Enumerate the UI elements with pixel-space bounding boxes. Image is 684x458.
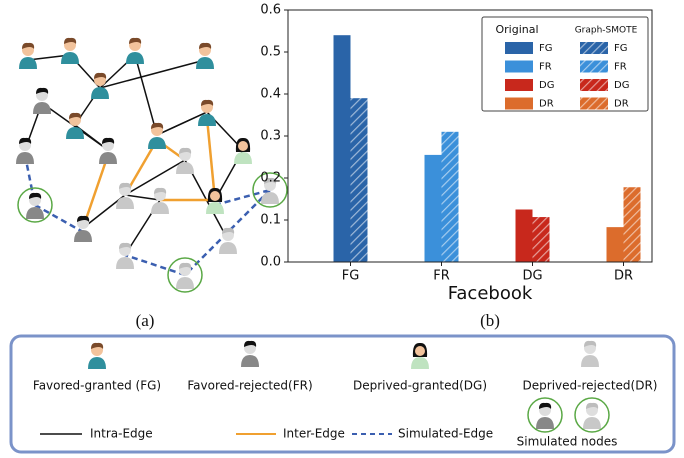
legend-label: DR xyxy=(539,99,554,110)
x-tick-label: FR xyxy=(433,269,450,284)
panel-label: (b) xyxy=(480,311,500,330)
y-tick-label: 0.4 xyxy=(260,87,281,102)
bar xyxy=(624,187,641,262)
legend-label: FG xyxy=(614,43,628,54)
x-tick-label: DG xyxy=(522,269,542,284)
panel-label: (a) xyxy=(136,311,155,330)
legend-text: Simulated-Edge xyxy=(398,427,493,441)
bar xyxy=(533,217,550,262)
y-tick-label: 0.3 xyxy=(260,129,281,144)
legend-swatch xyxy=(580,98,608,110)
legend-label: DG xyxy=(614,80,629,91)
y-tick-label: 0.2 xyxy=(260,171,281,186)
legend-text: Inter-Edge xyxy=(283,427,345,441)
legend-label: FR xyxy=(539,62,552,73)
legend-text: Deprived-rejected(DR) xyxy=(523,379,658,393)
page: (a) (b) 0.0 0.1 0.2 0.3 0.4 0.5 0.6 FG FR DG DR Ori… xyxy=(0,0,684,458)
legend-box: Favored-granted (FG) Favored-rejected(FR… xyxy=(11,336,674,452)
legend-text: Deprived-granted(DG) xyxy=(353,379,487,393)
legend-label: FR xyxy=(614,62,627,73)
legend-text: Favored-granted (FG) xyxy=(33,379,161,393)
legend-text: Intra-Edge xyxy=(90,427,153,441)
legend-swatch xyxy=(580,42,608,54)
bar xyxy=(607,227,624,262)
nodes xyxy=(16,38,287,292)
network xyxy=(16,38,287,292)
legend-swatch xyxy=(505,61,533,73)
bar xyxy=(425,155,442,262)
legend-swatch xyxy=(580,61,608,73)
x-tick-label: DR xyxy=(614,269,633,284)
legend-text: Favored-rejected(FR) xyxy=(187,379,312,393)
y-tick-label: 0.1 xyxy=(260,213,281,228)
legend-label: DG xyxy=(539,80,554,91)
figure: (a) (b) 0.0 0.1 0.2 0.3 0.4 0.5 0.6 FG FR DG DR Ori… xyxy=(0,0,684,458)
y-tick-label: 0.5 xyxy=(260,45,281,60)
legend-swatch xyxy=(505,42,533,54)
x-tick-label: FG xyxy=(342,269,360,284)
bar xyxy=(351,98,368,262)
y-tick-label: 0.0 xyxy=(260,255,281,270)
bar xyxy=(334,35,351,262)
legend-label: FG xyxy=(539,43,553,54)
y-tick-label: 0.6 xyxy=(260,3,281,18)
x-axis-label: Facebook xyxy=(448,283,533,304)
legend-text: Simulated nodes xyxy=(517,435,618,449)
bar xyxy=(442,132,459,262)
legend-swatch xyxy=(580,79,608,91)
legend-swatch xyxy=(505,98,533,110)
legend-title: Original xyxy=(495,23,538,36)
legend-title: Graph-SMOTE xyxy=(575,26,638,36)
legend-swatch xyxy=(505,79,533,91)
legend-label: DR xyxy=(614,99,629,110)
simulated-edges xyxy=(25,155,270,275)
bar xyxy=(516,210,533,263)
